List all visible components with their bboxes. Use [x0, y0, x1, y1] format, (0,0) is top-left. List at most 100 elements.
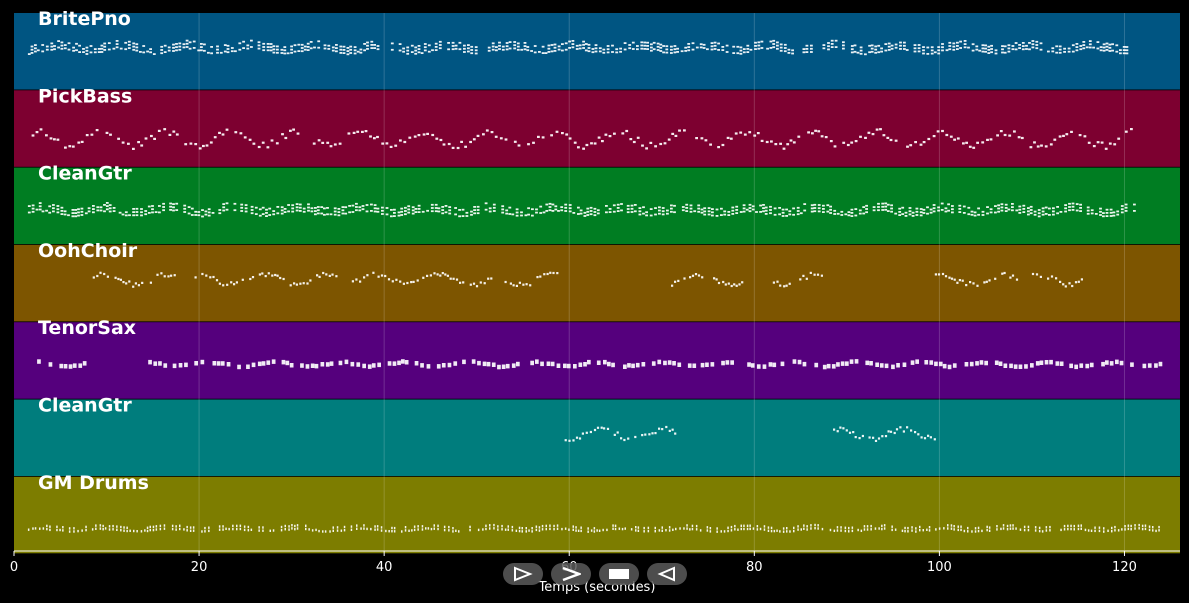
note — [511, 525, 514, 529]
note — [913, 44, 917, 46]
note — [904, 530, 906, 533]
note — [984, 47, 987, 50]
note — [967, 206, 971, 209]
note — [1079, 48, 1083, 51]
note — [234, 50, 237, 53]
note — [672, 528, 674, 531]
note — [764, 213, 768, 215]
note — [564, 206, 568, 209]
note — [27, 53, 31, 55]
note — [743, 527, 745, 531]
note — [135, 46, 139, 49]
note — [272, 529, 275, 532]
note — [661, 526, 663, 529]
stop-button[interactable] — [599, 563, 639, 585]
note — [620, 203, 623, 205]
note — [1035, 40, 1039, 43]
note — [85, 49, 89, 52]
note — [1124, 528, 1126, 531]
note — [295, 283, 298, 286]
note — [641, 434, 644, 437]
note — [287, 204, 290, 206]
note — [87, 210, 91, 213]
note — [257, 41, 261, 44]
note — [167, 46, 171, 49]
note — [817, 527, 819, 530]
note — [80, 214, 84, 216]
note — [207, 208, 211, 211]
note — [661, 428, 664, 431]
note — [492, 203, 496, 206]
note — [1014, 42, 1018, 44]
note — [1055, 277, 1058, 280]
note — [168, 133, 172, 136]
note — [535, 525, 538, 528]
note — [1079, 45, 1083, 47]
note — [1035, 361, 1040, 366]
note — [564, 203, 568, 206]
note — [233, 283, 236, 286]
note — [950, 527, 953, 530]
note — [100, 47, 104, 50]
note — [668, 429, 671, 432]
note — [194, 214, 198, 216]
note — [370, 40, 374, 43]
note — [473, 209, 476, 211]
note — [545, 210, 549, 212]
note — [182, 43, 186, 46]
note — [222, 203, 226, 205]
note — [436, 364, 441, 369]
play-button[interactable] — [551, 563, 591, 585]
note — [487, 46, 491, 49]
note — [280, 209, 284, 212]
note — [280, 48, 284, 51]
note — [124, 48, 128, 51]
note — [691, 274, 695, 277]
note — [850, 215, 854, 217]
note — [207, 51, 210, 54]
note — [1064, 207, 1067, 210]
note — [986, 212, 989, 215]
play-from-start-button[interactable] — [503, 563, 543, 585]
note — [844, 526, 847, 529]
note — [376, 48, 380, 51]
note — [594, 50, 598, 53]
note — [593, 142, 597, 145]
note — [974, 527, 977, 530]
note — [568, 210, 572, 213]
note — [261, 361, 266, 366]
note — [504, 280, 507, 284]
note — [178, 42, 182, 45]
note — [316, 274, 319, 277]
note — [172, 130, 176, 133]
note — [555, 130, 559, 133]
note — [1009, 363, 1013, 369]
note — [670, 204, 673, 207]
note — [557, 48, 561, 51]
note — [1077, 527, 1080, 531]
note — [575, 436, 579, 439]
note — [695, 46, 699, 49]
note — [444, 205, 448, 207]
note — [1059, 280, 1062, 283]
note — [404, 206, 407, 209]
note — [265, 215, 268, 217]
note — [333, 213, 337, 216]
rewind-button[interactable] — [647, 563, 687, 585]
note — [802, 51, 806, 54]
note — [71, 145, 75, 148]
note — [99, 524, 102, 527]
note — [150, 134, 153, 138]
note — [1116, 210, 1120, 213]
note — [638, 210, 642, 213]
note — [748, 203, 752, 206]
note — [793, 529, 795, 533]
note — [64, 146, 67, 149]
note — [901, 206, 905, 209]
note — [735, 284, 738, 287]
note — [770, 526, 773, 530]
note — [254, 206, 258, 209]
note — [238, 42, 242, 45]
note — [689, 210, 693, 213]
note — [593, 207, 597, 210]
